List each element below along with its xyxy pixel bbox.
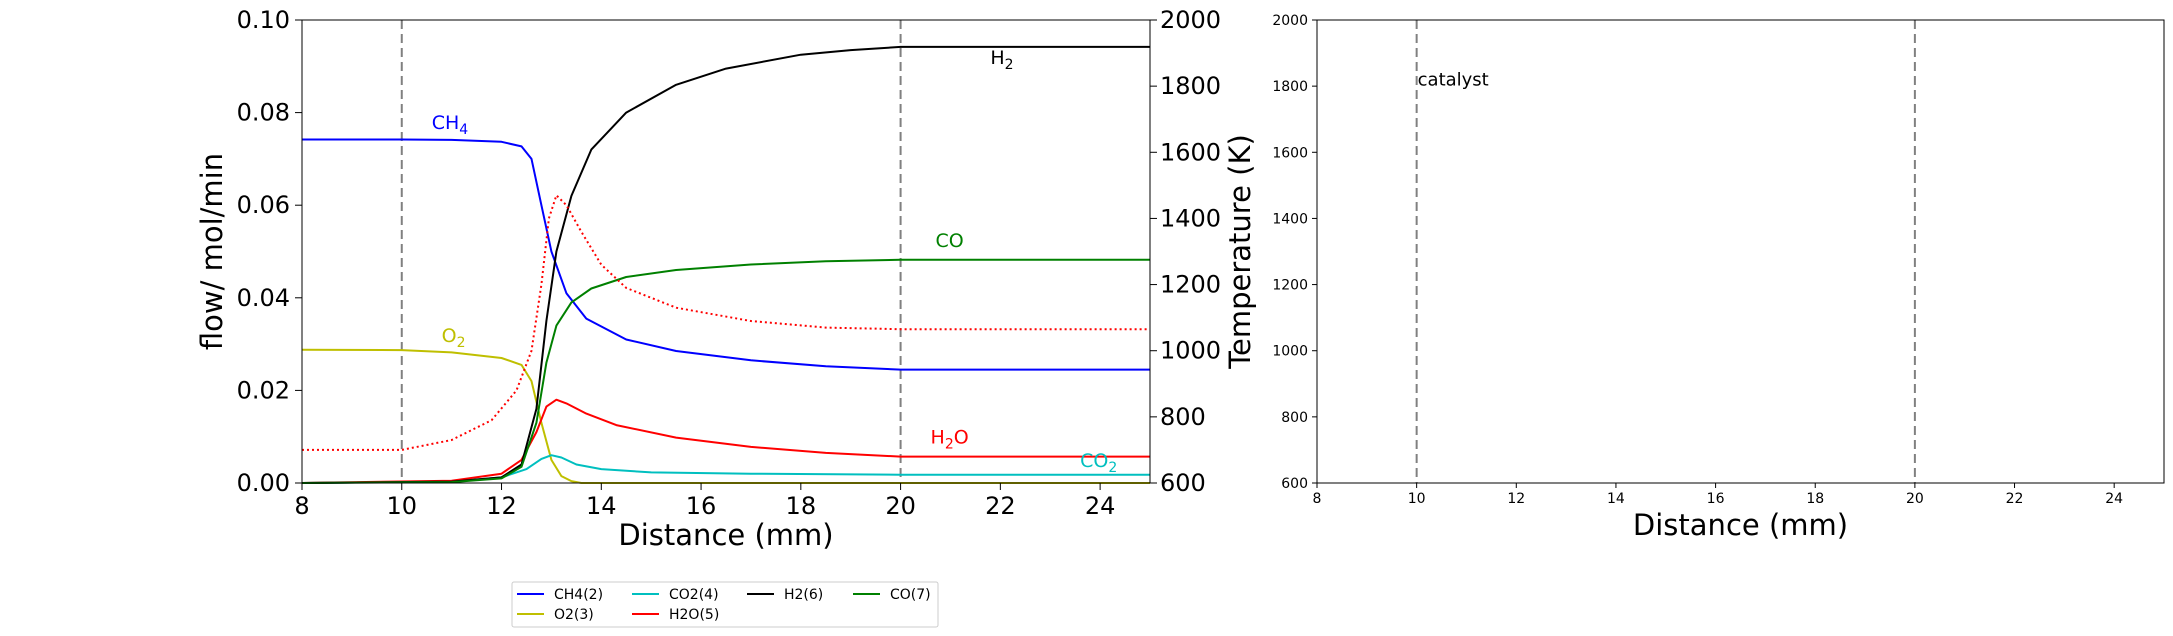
right-y-tick-label: 800 [1281, 410, 1308, 426]
series-line-co24 [301, 454, 1150, 484]
right-x-tick-label: 10 [1408, 491, 1426, 507]
flow-temperature-chart: 8 10 12 14 16 18 20 22 24 0.000.020.040.060.080.… [195, 6, 1257, 552]
series-line-co7 [301, 258, 1150, 484]
left-x-tick-label: 12 [486, 492, 517, 520]
series-line-h2o5 [301, 398, 1150, 484]
species-annotation-base: CH [432, 112, 460, 134]
left-x-tick-label: 20 [885, 492, 916, 520]
right-y-tick-label: 1200 [1272, 278, 1308, 294]
left-y-tick-label: 0.00 [237, 469, 290, 497]
left-x-tick-label: 18 [786, 492, 817, 520]
right-y-tick-label: 600 [1281, 476, 1308, 492]
left-x-axis-label: Distance (mm) [618, 518, 833, 552]
right-y-tick-label: 1800 [1160, 72, 1221, 100]
species-annotation-subscript: 2 [945, 437, 954, 453]
species-annotation: CO2 [1080, 450, 1117, 476]
legend-entry: CO2(4) [669, 587, 719, 603]
left-x-tick-label: 14 [586, 492, 617, 520]
left-x-tick-label: 10 [386, 492, 417, 520]
left-y-tick-label: 0.04 [237, 284, 290, 312]
catalyst-annotation: catalyst [1418, 70, 1489, 91]
right-y-tick-label: 2000 [1272, 13, 1308, 29]
right-y-tick-label: 1600 [1160, 138, 1221, 166]
right-x-tick-label: 12 [1507, 491, 1525, 507]
right-y-tick-label: 1400 [1272, 211, 1308, 227]
left-y-tick-label: 0.02 [237, 376, 290, 404]
right-y-tick-label: 1200 [1160, 271, 1221, 299]
legend-entry: H2O(5) [669, 607, 719, 623]
left-y-tick-label: 0.06 [237, 191, 290, 219]
species-annotation-base: H [931, 427, 945, 449]
species-annotation: O2 [442, 325, 466, 351]
species-annotation-subscript: 2 [1108, 460, 1117, 476]
legend-entry: H2(6) [784, 587, 823, 603]
right-x-tick-label: 14 [1607, 491, 1625, 507]
legend-box [511, 581, 939, 628]
right-x-tick-label: 18 [1806, 491, 1824, 507]
right-y-tick-label: 1000 [1160, 337, 1221, 365]
right-y-tick-label: 1000 [1272, 344, 1308, 360]
legend-entry: CO(7) [890, 587, 931, 603]
left-y-axis-label: flow/ mol/min [195, 153, 229, 350]
temperature-chart: 8 10 12 14 16 18 20 22 24 600 800 1000 1200 1400 1600… [1272, 13, 2165, 542]
left-plot-frame [301, 19, 1151, 484]
left-x-tick-label: 8 [294, 492, 309, 520]
left-x-tick-label: 22 [985, 492, 1016, 520]
left-y-tick-label: 0.10 [237, 6, 290, 34]
right-y-axis-label: Temperature (K) [1223, 134, 1257, 370]
species-annotation-suffix: O [954, 427, 969, 449]
legend: CH4(2) O2(3) CO2(4) H2O(5) H2(6) CO(7) [511, 581, 939, 628]
right-y-tick-label: 800 [1160, 403, 1206, 431]
right-x-tick-label: 22 [2006, 491, 2024, 507]
right-x-tick-label: 24 [2105, 491, 2123, 507]
species-annotation-base: CO [1080, 450, 1108, 472]
left-y-tick-label: 0.08 [237, 99, 290, 127]
species-annotation-base: O [442, 325, 457, 347]
series-line-h26 [301, 45, 1150, 484]
right-plot-frame [1316, 19, 2165, 484]
right-y-tick-label: 600 [1160, 469, 1206, 497]
legend-entry: CH4(2) [554, 587, 603, 603]
right-x-tick-label: 8 [1313, 491, 1322, 507]
right-y-tick-label: 2000 [1160, 6, 1221, 34]
left-x-tick-label: 24 [1085, 492, 1116, 520]
right-y-tick-label: 1400 [1160, 204, 1221, 232]
species-annotation-subscript: 2 [457, 335, 466, 351]
right-y-tick-label: 1800 [1272, 79, 1308, 95]
right-x-tick-label: 16 [1707, 491, 1725, 507]
left-x-tick-label: 16 [686, 492, 717, 520]
species-annotation: H2 [990, 47, 1013, 73]
legend-entry: O2(3) [554, 607, 594, 623]
species-annotation: H2O [931, 427, 969, 453]
right-y-tick-label: 1600 [1272, 145, 1308, 161]
right-x-tick-label: 20 [1906, 491, 1924, 507]
species-annotation-subscript: 2 [1005, 57, 1014, 73]
series-line-ch42 [302, 138, 1150, 371]
species-annotation-base: H [990, 47, 1004, 69]
species-annotation: CO [936, 230, 964, 252]
species-annotation: CH4 [432, 112, 469, 138]
right-x-axis-label: Distance (mm) [1633, 508, 1848, 542]
species-annotation-subscript: 4 [459, 122, 468, 138]
species-annotation-base: CO [936, 230, 964, 252]
temperature-line [302, 193, 1150, 451]
